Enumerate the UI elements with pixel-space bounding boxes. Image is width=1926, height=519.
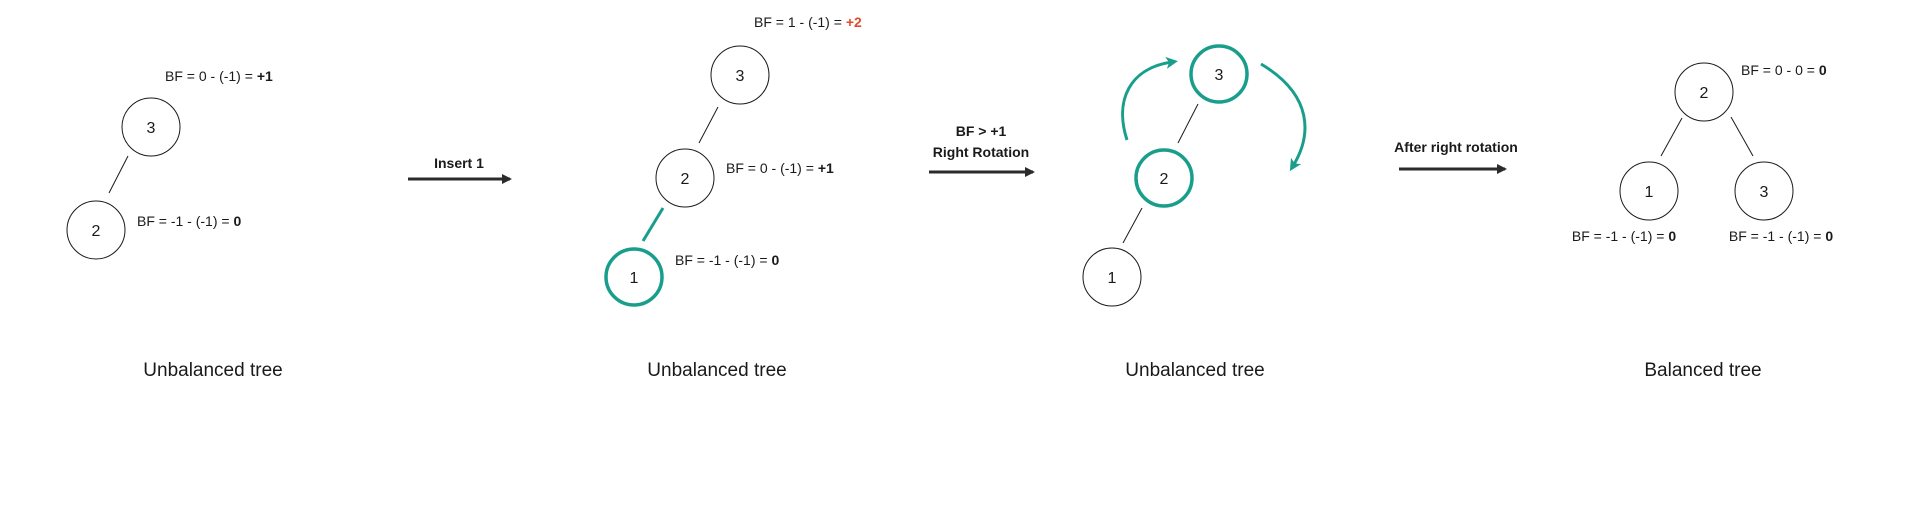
arrow-rotation-condition: BF > +1 xyxy=(956,123,1007,139)
node-3 xyxy=(1189,44,1249,104)
edge-2-3 xyxy=(1730,116,1754,157)
bf-node-1: BF = -1 - (-1) = 0 xyxy=(675,252,779,268)
rotation-arrow-up-icon xyxy=(1121,56,1178,141)
arrow-rotation-label: Right Rotation xyxy=(933,144,1029,160)
node-2-label: 2 xyxy=(1160,171,1169,188)
rotation-arrow-down-icon xyxy=(1260,62,1307,172)
node-2-label: 2 xyxy=(92,223,101,240)
edge-3-2 xyxy=(108,155,129,194)
bf-node-3: BF = -1 - (-1) = 0 xyxy=(1729,228,1833,244)
arrow-insert-label: Insert 1 xyxy=(434,155,484,171)
bf-node-1: BF = -1 - (-1) = 0 xyxy=(1572,228,1676,244)
arrow-after-rotation: After right rotation xyxy=(1394,139,1518,174)
node-3-label: 3 xyxy=(1215,67,1224,84)
arrow-insert: Insert 1 xyxy=(408,155,512,184)
bf-node-3: BF = 1 - (-1) = +2 xyxy=(754,14,862,30)
edge-2-1 xyxy=(1122,207,1143,244)
bf-node-2: BF = 0 - (-1) = +1 xyxy=(726,160,834,176)
stage-4-caption: Balanced tree xyxy=(1644,360,1761,381)
node-3-label: 3 xyxy=(1760,184,1769,201)
node-1 xyxy=(1619,161,1679,221)
bf-node-2: BF = 0 - 0 = 0 xyxy=(1741,62,1827,78)
edge-3-2 xyxy=(1177,103,1199,144)
node-1-label: 1 xyxy=(1645,184,1654,201)
node-2 xyxy=(66,200,126,260)
node-2 xyxy=(1134,148,1194,208)
node-2 xyxy=(1674,62,1734,122)
edge-2-1 xyxy=(1660,117,1683,157)
stage-2-caption: Unbalanced tree xyxy=(647,360,786,381)
node-1 xyxy=(604,247,664,307)
arrow-rotation: BF > +1 Right Rotation xyxy=(929,123,1035,177)
edge-3-2 xyxy=(698,106,719,144)
node-2 xyxy=(655,148,715,208)
stage-4-tree: 2 1 3 BF = 0 - 0 = 0 BF = -1 - (-1) = 0 … xyxy=(1572,62,1833,381)
node-1-label: 1 xyxy=(1108,270,1117,287)
node-3 xyxy=(710,45,770,105)
node-3-label: 3 xyxy=(147,120,156,137)
stage-1-tree: 3 2 BF = 0 - (-1) = +1 BF = -1 - (-1) = … xyxy=(66,68,283,381)
node-3 xyxy=(121,97,181,157)
edge-2-1 xyxy=(641,207,665,242)
node-3 xyxy=(1734,161,1794,221)
stage-2-tree: 3 2 1 BF = 1 - (-1) = +2 BF = 0 - (-1) =… xyxy=(604,14,862,381)
bf-node-2: BF = -1 - (-1) = 0 xyxy=(137,213,241,229)
arrow-after-rotation-label: After right rotation xyxy=(1394,139,1518,155)
stage-1-caption: Unbalanced tree xyxy=(143,360,282,381)
node-2-label: 2 xyxy=(681,171,690,188)
bf-node-3: BF = 0 - (-1) = +1 xyxy=(165,68,273,84)
stage-3-tree: 3 2 1 Unbalanced tree xyxy=(1082,44,1307,381)
node-3-label: 3 xyxy=(736,68,745,85)
node-1 xyxy=(1082,247,1142,307)
node-1-label: 1 xyxy=(630,270,639,287)
node-2-label: 2 xyxy=(1700,85,1709,102)
stage-3-caption: Unbalanced tree xyxy=(1125,360,1264,381)
